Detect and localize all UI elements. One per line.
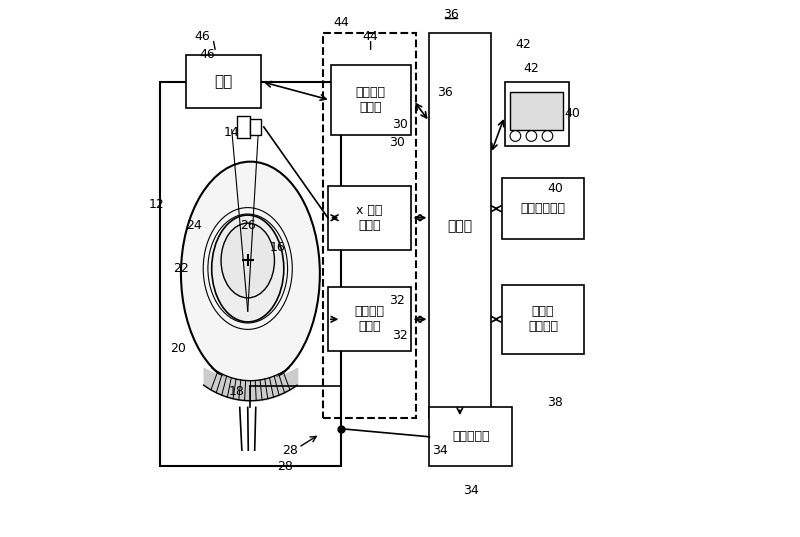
Text: 26: 26 (240, 219, 256, 233)
FancyBboxPatch shape (430, 33, 491, 418)
Text: 30: 30 (390, 136, 406, 149)
Text: 12: 12 (149, 198, 165, 211)
FancyBboxPatch shape (510, 92, 563, 129)
Text: 计算机: 计算机 (447, 219, 473, 233)
Text: 46: 46 (200, 48, 215, 61)
Text: 44: 44 (334, 16, 349, 29)
Text: 24: 24 (186, 219, 202, 233)
Text: 28: 28 (282, 444, 298, 456)
Text: 18: 18 (229, 385, 245, 398)
Text: 40: 40 (565, 107, 581, 120)
Text: 14: 14 (224, 126, 239, 139)
Text: 28: 28 (278, 460, 293, 473)
FancyBboxPatch shape (186, 55, 261, 108)
Text: 20: 20 (170, 342, 186, 355)
Circle shape (542, 130, 553, 141)
Text: 32: 32 (392, 329, 408, 342)
Text: 22: 22 (173, 262, 189, 275)
FancyBboxPatch shape (328, 287, 410, 351)
Text: 台架马达
控制器: 台架马达 控制器 (356, 86, 386, 114)
FancyBboxPatch shape (250, 119, 261, 135)
Circle shape (510, 130, 521, 141)
Text: 机架马达
控制器: 机架马达 控制器 (354, 305, 384, 333)
Text: 30: 30 (392, 118, 408, 131)
Text: 大容量
存储装置: 大容量 存储装置 (528, 305, 558, 333)
Ellipse shape (221, 223, 274, 298)
Text: 42: 42 (515, 38, 530, 50)
Text: 42: 42 (523, 62, 538, 75)
Text: 36: 36 (438, 86, 454, 99)
FancyBboxPatch shape (159, 82, 342, 466)
FancyBboxPatch shape (237, 116, 250, 137)
FancyBboxPatch shape (330, 66, 410, 135)
Text: 46: 46 (194, 30, 210, 42)
Text: 36: 36 (443, 8, 458, 21)
Text: 操作者控制台: 操作者控制台 (521, 202, 566, 215)
FancyBboxPatch shape (328, 186, 410, 250)
Text: 34: 34 (432, 444, 448, 456)
Text: x 射线
控制器: x 射线 控制器 (356, 204, 382, 232)
Text: 44: 44 (362, 30, 378, 42)
Text: 40: 40 (547, 182, 563, 195)
Text: 32: 32 (390, 294, 406, 307)
Text: 16: 16 (270, 241, 285, 253)
FancyBboxPatch shape (502, 178, 584, 239)
FancyBboxPatch shape (502, 285, 584, 354)
Ellipse shape (212, 215, 284, 322)
Text: 图像重建器: 图像重建器 (452, 430, 490, 443)
Text: 34: 34 (462, 484, 478, 497)
FancyBboxPatch shape (430, 408, 512, 466)
FancyBboxPatch shape (505, 82, 569, 146)
Text: 台架: 台架 (214, 74, 233, 89)
Text: 38: 38 (547, 396, 563, 409)
Ellipse shape (181, 162, 320, 386)
Circle shape (526, 130, 537, 141)
